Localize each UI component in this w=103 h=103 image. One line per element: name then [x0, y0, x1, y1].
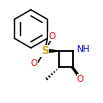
Polygon shape — [47, 49, 59, 53]
Text: NH: NH — [76, 45, 89, 54]
Text: O: O — [30, 59, 37, 68]
Text: S: S — [41, 46, 49, 56]
Text: S: S — [41, 46, 49, 56]
Text: O: O — [49, 32, 56, 41]
Text: O: O — [77, 74, 84, 84]
